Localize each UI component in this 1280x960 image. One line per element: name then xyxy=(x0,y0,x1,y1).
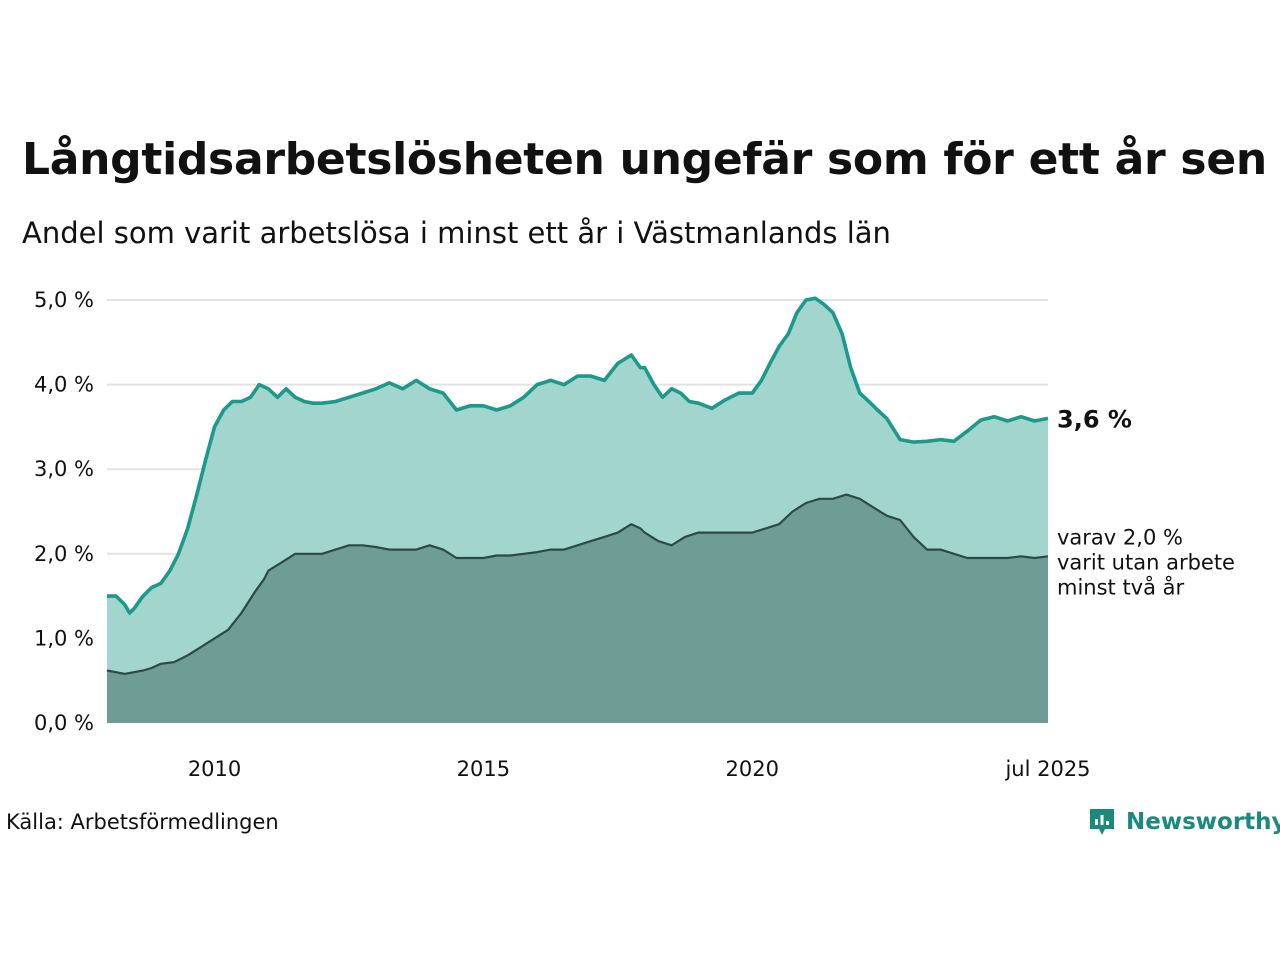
x-tick-label: jul 2025 xyxy=(1004,757,1090,781)
end-label-sub: minst två år xyxy=(1057,574,1185,599)
newsworthy-logo[interactable]: Newsworthy xyxy=(1088,804,1280,840)
y-axis-ticks: 0,0 % 1,0 % 2,0 % 3,0 % 4,0 % 5,0 % xyxy=(34,288,94,735)
y-tick-label: 5,0 % xyxy=(34,288,94,312)
brand-name: Newsworthy xyxy=(1126,809,1280,835)
y-tick-label: 0,0 % xyxy=(34,711,94,735)
end-label-main: 3,6 % xyxy=(1057,405,1132,433)
source-note: Källa: Arbetsförmedlingen xyxy=(6,810,279,834)
bar-chart-icon xyxy=(1090,809,1114,835)
y-tick-label: 4,0 % xyxy=(34,373,94,397)
x-tick-label: 2020 xyxy=(726,757,779,781)
x-tick-label: 2010 xyxy=(188,757,241,781)
y-tick-label: 3,0 % xyxy=(34,457,94,481)
area-sub xyxy=(107,494,1048,723)
line-main xyxy=(107,296,1049,615)
end-label-sub: varav 2,0 % xyxy=(1057,525,1183,549)
x-axis-ticks: 2010 2015 2020 jul 2025 xyxy=(188,757,1091,781)
y-tick-label: 2,0 % xyxy=(34,542,94,566)
line-sub xyxy=(106,493,1049,675)
chart-title: Långtidsarbetslösheten ungefär som för e… xyxy=(22,134,1267,185)
x-tick-label: 2015 xyxy=(457,757,510,781)
chart-subtitle: Andel som varit arbetslösa i minst ett å… xyxy=(22,216,891,250)
y-tick-label: 1,0 % xyxy=(34,626,94,650)
chart-series xyxy=(106,296,1049,723)
end-label-sub: varit utan arbete xyxy=(1057,550,1235,574)
